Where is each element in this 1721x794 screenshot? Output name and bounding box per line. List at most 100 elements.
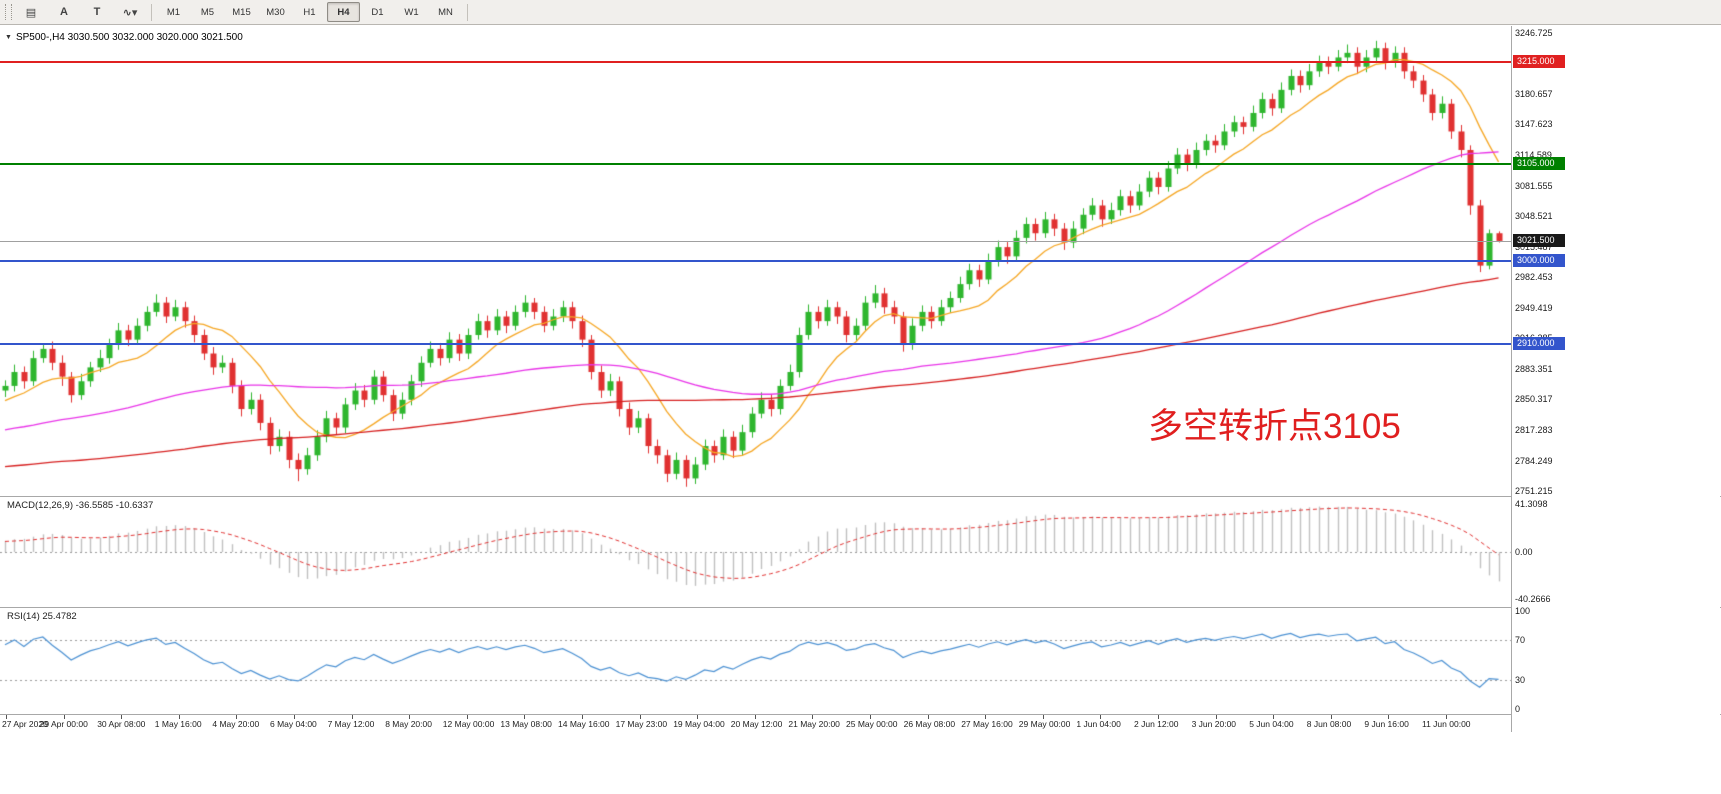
timeframe-button-mn[interactable]: MN (438, 6, 453, 18)
panel-separator-2[interactable] (0, 607, 1721, 608)
price-badge-3215.000: 3215.000 (1513, 55, 1565, 69)
time-label: 20 May 12:00 (730, 719, 783, 729)
time-axis[interactable]: 27 Apr 2020 29 Apr 00:00 30 Apr 08:00 1 May… (0, 715, 1511, 732)
timeframe-button-m5[interactable]: M5 (200, 6, 215, 18)
time-label: 5 Jun 04:00 (1249, 719, 1294, 729)
time-label: 14 May 16:00 (558, 719, 610, 729)
time-tick (1273, 715, 1275, 719)
time-tick (294, 715, 295, 719)
price-badge-3000.000: 3000.000 (1513, 254, 1565, 267)
timeframe-button-d1[interactable]: D1 (371, 6, 384, 18)
macd-axis-label: 0.00 (1515, 547, 1533, 557)
timeframe-button-m30[interactable]: M30 (266, 6, 285, 18)
time-tick (236, 715, 238, 719)
time-label: 9 Jun 16:00 (1364, 719, 1409, 729)
price-tick-label: 2949.419 (1515, 302, 1553, 313)
price-tick-label: 3246.725 (1515, 27, 1553, 38)
timeframe-button-m1[interactable]: M1 (166, 6, 181, 18)
axis-separator (1511, 26, 1512, 732)
time-tick (582, 715, 583, 719)
time-tick (524, 715, 526, 719)
current-price-badge: 3021.500 (1513, 234, 1565, 248)
timeframe-button-h4[interactable]: H4 (327, 2, 360, 22)
symbol-info-line: ▼ SP500-,H4 3030.500 3032.000 3020.000 3… (5, 32, 243, 43)
price-tick-label: 3180.657 (1515, 88, 1553, 99)
time-label: 12 May 00:00 (442, 719, 495, 729)
time-label: 6 May 04:00 (270, 719, 317, 729)
time-tick (409, 715, 411, 719)
price-tick-label: 2982.453 (1515, 272, 1553, 283)
main-chart-panel: ▼ SP500-,H4 3030.500 3032.000 3020.000 3… (0, 26, 1511, 496)
time-tick (927, 715, 929, 719)
rsi-panel: RSI(14) 25.4782 (0, 608, 1511, 714)
toolbar-separator (151, 3, 152, 21)
price-axis[interactable]: 3246.7253213.6913180.6573147.6233114.589… (1512, 26, 1720, 732)
time-label: 21 May 20:00 (788, 719, 840, 729)
text-tool-button[interactable]: A (60, 6, 68, 18)
time-tick (1330, 715, 1332, 719)
price-badge-3105.000: 3105.000 (1513, 156, 1565, 170)
time-tick (351, 715, 353, 719)
price-tick-label: 3081.555 (1515, 180, 1553, 191)
panel-separator[interactable] (0, 496, 1721, 497)
time-label: 13 May 08:00 (500, 719, 552, 729)
price-tick-label: 2850.317 (1515, 394, 1553, 405)
time-label: 4 May 20:00 (212, 719, 260, 729)
time-tick (985, 715, 987, 719)
time-tick (1042, 715, 1044, 719)
timeframe-button-m15[interactable]: M15 (232, 6, 251, 18)
symbol-ohlc-text: SP500-,H4 3030.500 3032.000 3020.000 302… (15, 32, 243, 43)
rsi-canvas[interactable] (0, 608, 1511, 714)
time-tick (1215, 715, 1217, 719)
time-tick (6, 715, 7, 719)
time-label: 25 May 00:00 (846, 719, 898, 729)
time-label: 7 May 12:00 (327, 719, 375, 729)
rsi-axis-label: 30 (1515, 674, 1526, 685)
macd-axis-label: 41.3098 (1515, 499, 1548, 509)
price-tick-label: 2817.283 (1515, 425, 1553, 436)
indicators-tool-button[interactable]: ∿▾ (122, 6, 138, 19)
price-tick-label: 3114.589 (1515, 149, 1552, 160)
time-label: 19 May 04:00 (673, 719, 725, 729)
time-label: 3 Jun 20:00 (1191, 719, 1237, 729)
time-label: 27 May 16:00 (961, 719, 1013, 729)
rsi-axis-label: 70 (1515, 635, 1526, 646)
current-price-line (0, 241, 1511, 243)
macd-panel: MACD(12,26,9) -36.5585 -10.6337 (0, 497, 1511, 607)
time-tick (870, 715, 871, 719)
timeframe-button-h1[interactable]: H1 (303, 6, 316, 18)
time-label: 2 Jun 12:00 (1134, 719, 1179, 729)
price-tick-label: 3048.521 (1515, 211, 1553, 222)
toolbar-grip[interactable] (5, 4, 12, 20)
level-line-3215.000[interactable] (0, 61, 1511, 64)
time-tick (466, 715, 468, 719)
time-label: 8 May 20:00 (385, 719, 432, 729)
level-line-3000.000[interactable] (0, 260, 1511, 262)
price-tick-label: 2751.215 (1515, 486, 1553, 497)
rsi-label: RSI(14) 25.4782 (7, 611, 77, 622)
bottom-spacer (0, 732, 1721, 794)
annotation-text[interactable]: 多空转折点3105 (1148, 407, 1401, 446)
time-label: 11 Jun 00:00 (1422, 719, 1471, 729)
timeframe-group: M1 M5 M15 M30 H1 H4 D1 W1 MN (157, 2, 462, 22)
macd-canvas[interactable] (0, 497, 1511, 607)
time-label: 8 Jun 08:00 (1306, 719, 1352, 729)
charts-tool-button[interactable]: ▤ (25, 6, 37, 19)
tool-group: ▤ A T ∿▾ (15, 2, 146, 22)
chart-window: ▼ SP500-,H4 3030.500 3032.000 3020.000 3… (0, 26, 1721, 794)
symbol-dropdown-icon[interactable]: ▼ (5, 34, 12, 41)
level-line-3105.000[interactable] (0, 162, 1511, 165)
timeframe-button-w1[interactable]: W1 (404, 6, 419, 18)
time-label: 26 May 08:00 (903, 719, 956, 729)
time-label: 1 May 16:00 (154, 719, 202, 729)
time-tick (812, 715, 814, 719)
time-label: 17 May 23:00 (615, 719, 668, 729)
time-tick (1388, 715, 1390, 719)
time-label: 27 Apr 2020 (2, 719, 48, 729)
time-tick (1446, 715, 1447, 719)
label-tool-button[interactable]: T (93, 6, 101, 18)
panel-separator-3 (0, 714, 1721, 715)
price-tick-label: 3147.623 (1515, 119, 1553, 130)
time-tick (754, 715, 756, 719)
level-line-2910.000[interactable] (0, 343, 1511, 346)
